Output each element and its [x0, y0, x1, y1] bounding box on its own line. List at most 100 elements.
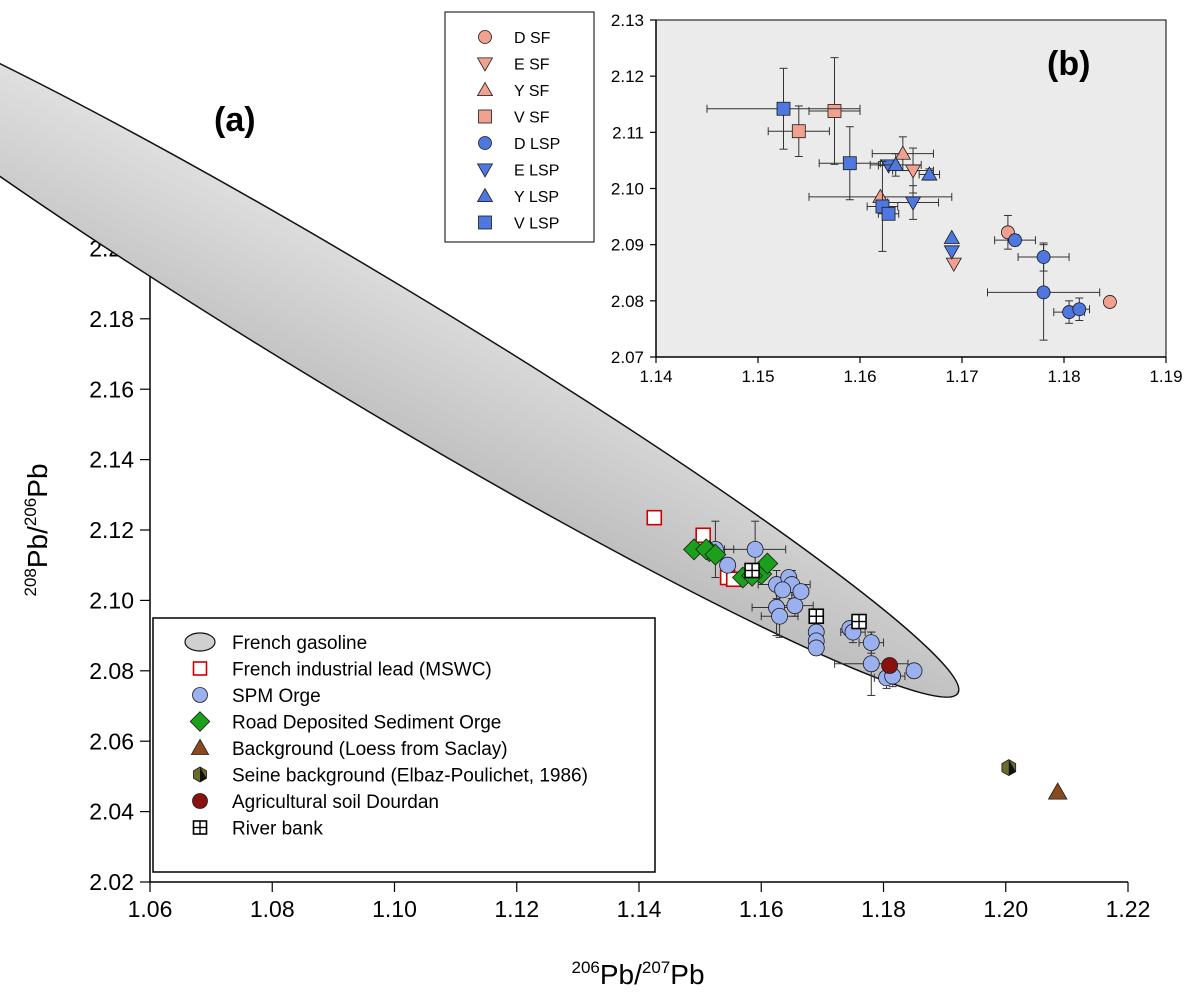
- legend-item-river-bank: River bank: [192, 819, 323, 840]
- series-agricultural-soil-dourdan: [881, 657, 899, 674]
- legend-label: Background (Loess from Saclay): [232, 739, 508, 760]
- inset-y-tick-label: 2.13: [611, 11, 644, 30]
- data-point: [827, 104, 842, 118]
- main-legend: French gasoline French industrial lead (M…: [152, 617, 656, 873]
- data-point: [881, 206, 896, 221]
- inset-y-tick-label: 2.07: [611, 348, 644, 367]
- data-point: [776, 101, 791, 116]
- data-point: [862, 634, 880, 652]
- french-gasoline-field: [0, 0, 960, 698]
- data-point: [1103, 295, 1117, 309]
- main-y-tick-label: 2.10: [89, 587, 134, 613]
- data-point: [921, 166, 938, 181]
- panel-label-a: (a): [214, 101, 256, 139]
- inset-series-v-lsp: [706, 67, 900, 252]
- legend-symbol: [476, 187, 494, 203]
- legend-label: Agricultural soil Dourdan: [232, 792, 439, 813]
- legend-label: Y LSP: [514, 189, 559, 206]
- x-label-end: Pb: [670, 959, 704, 990]
- legend-label: D LSP: [514, 136, 560, 153]
- y-label-end: Pb: [22, 463, 53, 497]
- data-point: [744, 562, 760, 579]
- legend-label: V SF: [514, 110, 550, 127]
- legend-symbol: [476, 163, 494, 178]
- inset-legend-box: [444, 11, 595, 243]
- inset-series-y-lsp: [869, 153, 960, 244]
- inset-y-tick-label: 2.12: [611, 67, 644, 86]
- data-point: [945, 257, 963, 273]
- legend-item-agricultural-soil-dourdan: Agricultural soil Dourdan: [192, 792, 439, 813]
- main-y-tick-label: 2.02: [89, 869, 134, 895]
- legend-symbol: [478, 215, 492, 230]
- inset-legend-item-d-sf: D SF: [478, 30, 551, 47]
- main-data-points: [646, 509, 1068, 800]
- inset-y-tick-label: 2.11: [612, 123, 644, 142]
- data-point: [943, 245, 960, 260]
- inset-legend: D SF E SF Y SF V SF D LSP E LSP Y LSP V LSP: [444, 11, 595, 243]
- main-y-tick-label: 2.04: [89, 799, 134, 825]
- legend-label: French gasoline: [232, 633, 367, 654]
- legend-label: River bank: [232, 819, 323, 840]
- legend-item-french-industrial-lead-mswc: French industrial lead (MSWC): [192, 660, 492, 681]
- inset-series-d-lsp: [987, 233, 1101, 341]
- legend-item-french-gasoline: French gasoline: [184, 632, 367, 654]
- legend-symbol: [476, 81, 494, 97]
- main-y-tick-label: 2.08: [89, 658, 134, 684]
- main-x-tick-label: 1.16: [739, 896, 784, 922]
- data-point: [1036, 285, 1051, 300]
- legend-symbol: [478, 109, 492, 124]
- data-point: [719, 556, 737, 574]
- data-point: [851, 613, 867, 630]
- main-x-tick-label: 1.22: [1106, 896, 1151, 922]
- legend-label: V LSP: [514, 216, 559, 233]
- inset-x-tick-label: 1.15: [741, 367, 774, 386]
- main-x-tick-label: 1.08: [250, 896, 295, 922]
- main-x-tick-label: 1.06: [128, 896, 173, 922]
- data-point: [695, 527, 711, 544]
- main-plot-panel: 1.06 1.08 1.10 1.12 1.14 1.16 1.18 1.20 1.22 2.02…: [0, 0, 1150, 990]
- data-point: [842, 156, 857, 171]
- main-x-axis-label: 206Pb/207Pb: [571, 958, 704, 990]
- data-point: [1036, 250, 1051, 264]
- main-x-tick-label: 1.18: [861, 896, 906, 922]
- inset-data-points: [706, 57, 1117, 341]
- legend-label: Seine background (Elbaz-Poulichet, 1986): [232, 766, 588, 787]
- inset-legend-item-y-lsp: Y LSP: [476, 187, 559, 206]
- legend-label: E SF: [514, 57, 550, 74]
- data-point: [1047, 782, 1068, 800]
- legend-symbol: [193, 766, 207, 783]
- main-y-tick-label: 2.06: [89, 728, 134, 754]
- y-label-mid: Pb/: [22, 526, 53, 568]
- y-label-iso2: 206: [21, 498, 40, 526]
- legend-label: SPM Orge: [232, 686, 321, 707]
- data-point: [1001, 759, 1017, 777]
- legend-symbol: [190, 738, 210, 755]
- data-point: [774, 581, 792, 599]
- data-point: [905, 662, 923, 680]
- legend-label: Road Deposited Sediment Orge: [232, 713, 501, 734]
- data-point: [771, 607, 788, 625]
- data-point: [904, 196, 922, 211]
- main-x-tick-label: 1.14: [617, 896, 662, 922]
- french-gasoline-ellipse: [0, 0, 960, 698]
- legend-item-seine-background-elbaz-poulichet-1986: Seine background (Elbaz-Poulichet, 1986): [193, 766, 588, 787]
- panel-label-b: (b): [1047, 45, 1090, 83]
- main-y-tick-label: 2.16: [89, 376, 134, 402]
- legend-symbol: [192, 661, 208, 676]
- series-background-loess-from-saclay: [1047, 782, 1068, 800]
- legend-item-background-loess-from-saclay: Background (Loess from Saclay): [190, 738, 508, 760]
- y-label-iso1: 208: [21, 568, 40, 596]
- data-point: [862, 655, 880, 673]
- inset-legend-item-d-lsp: D LSP: [478, 136, 560, 153]
- data-point: [756, 552, 779, 575]
- inset-y-tick-label: 2.09: [611, 236, 644, 255]
- legend-label: E LSP: [514, 163, 559, 180]
- main-x-tick-label: 1.20: [983, 896, 1028, 922]
- inset-legend-item-y-sf: Y SF: [476, 81, 550, 100]
- x-label-iso2: 207: [642, 958, 670, 977]
- series-spm-orge: [696, 520, 923, 696]
- legend-symbol: [478, 136, 492, 150]
- legend-symbol: [184, 632, 216, 652]
- series-river-bank: [744, 562, 867, 630]
